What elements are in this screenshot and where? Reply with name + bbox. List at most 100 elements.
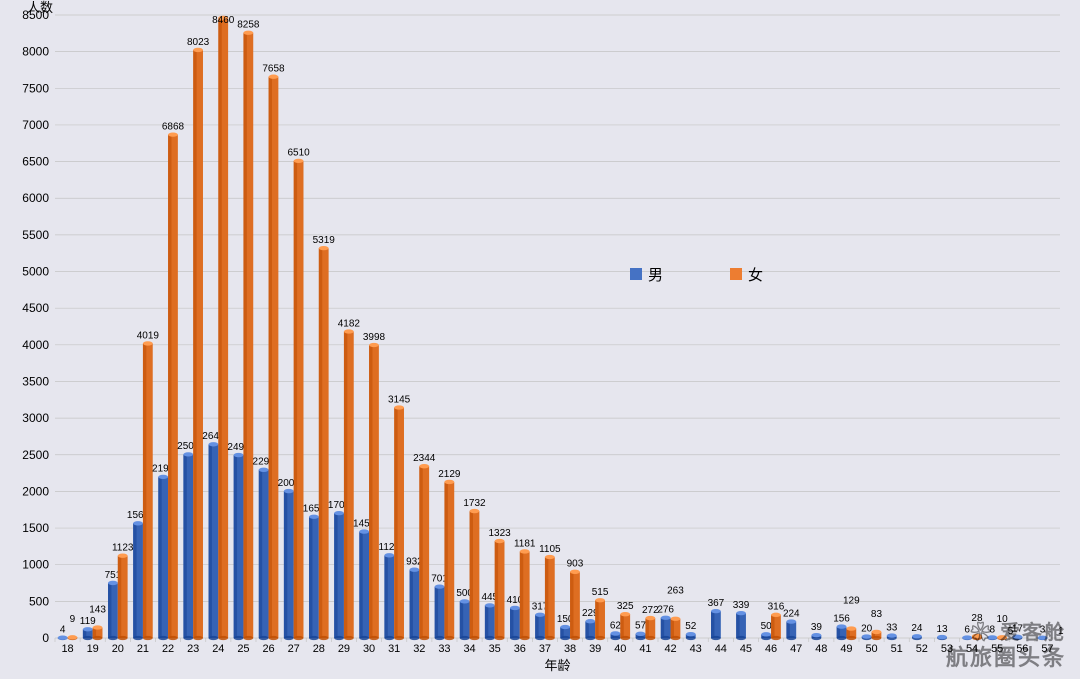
x-tick-label: 43 xyxy=(690,643,702,655)
x-tick-label: 32 xyxy=(413,643,425,655)
x-tick-label: 49 xyxy=(840,643,852,655)
x-tick-label: 45 xyxy=(740,643,752,655)
data-label: 515 xyxy=(592,587,609,598)
data-label: 50 xyxy=(761,621,773,632)
data-label: 6510 xyxy=(287,148,310,159)
data-label: 119 xyxy=(80,616,96,627)
x-tick-label: 56 xyxy=(1016,643,1028,655)
y-tick-label: 5000 xyxy=(22,265,49,279)
legend-swatch xyxy=(630,268,642,280)
data-label: 1105 xyxy=(539,544,561,555)
x-tick-label: 54 xyxy=(966,643,978,655)
x-tick-label: 31 xyxy=(388,643,400,655)
data-label: 33 xyxy=(886,622,898,633)
x-tick-label: 39 xyxy=(589,643,601,655)
y-tick-label: 6500 xyxy=(22,155,49,169)
x-tick-label: 18 xyxy=(61,643,73,655)
data-label: 1123 xyxy=(112,543,134,554)
data-label: 28 xyxy=(971,613,983,624)
data-label-extra: 5 xyxy=(1008,626,1014,637)
x-tick-label: 27 xyxy=(288,643,300,655)
data-label: 20 xyxy=(861,623,873,634)
data-label: 4019 xyxy=(137,330,160,341)
data-label: 3145 xyxy=(388,394,411,405)
y-tick-label: 2500 xyxy=(22,448,49,462)
x-tick-label: 21 xyxy=(137,643,149,655)
data-label: 8460 xyxy=(212,15,235,26)
data-label: 1181 xyxy=(514,538,536,549)
y-tick-label: 500 xyxy=(29,594,49,608)
data-label: 24 xyxy=(911,623,923,634)
x-tick-label: 28 xyxy=(313,643,325,655)
y-tick-label: 5500 xyxy=(22,228,49,242)
data-label: 3 xyxy=(1040,625,1046,636)
data-label: 8023 xyxy=(187,37,210,48)
x-tick-label: 46 xyxy=(765,643,777,655)
data-label: 129 xyxy=(843,595,860,606)
x-tick-label: 51 xyxy=(891,643,903,655)
y-tick-label: 1000 xyxy=(22,558,49,572)
x-tick-label: 41 xyxy=(639,643,651,655)
x-tick-label: 52 xyxy=(916,643,928,655)
data-label: 8258 xyxy=(237,20,260,31)
x-tick-label: 57 xyxy=(1041,643,1053,655)
data-label: 339 xyxy=(733,600,750,611)
data-label: 3998 xyxy=(363,332,386,343)
x-tick-label: 19 xyxy=(87,643,99,655)
data-label: 4 xyxy=(60,625,66,636)
x-tick-label: 44 xyxy=(715,643,727,655)
x-tick-label: 55 xyxy=(991,643,1003,655)
data-label: 263 xyxy=(667,586,684,597)
y-tick-label: 3000 xyxy=(22,411,49,425)
x-tick-label: 29 xyxy=(338,643,350,655)
data-label: 4182 xyxy=(338,318,361,329)
y-tick-label: 6000 xyxy=(22,191,49,205)
legend-label: 女 xyxy=(748,266,763,284)
data-label: 39 xyxy=(811,622,823,633)
x-tick-label: 53 xyxy=(941,643,953,655)
data-label: 903 xyxy=(567,559,584,570)
y-tick-label: 4500 xyxy=(22,301,49,315)
x-tick-label: 38 xyxy=(564,643,576,655)
data-label: 1732 xyxy=(463,498,486,509)
x-tick-label: 42 xyxy=(664,643,676,655)
legend-swatch xyxy=(730,268,742,280)
data-label: 143 xyxy=(89,604,106,615)
x-tick-label: 34 xyxy=(463,643,475,655)
data-label: 2344 xyxy=(413,453,436,464)
data-label: 7658 xyxy=(262,64,285,75)
chart-container: 0500100015002000250030003500400045005000… xyxy=(0,0,1080,679)
y-tick-label: 0 xyxy=(42,631,49,645)
y-tick-label: 8000 xyxy=(22,45,49,59)
data-label-extra: 1 xyxy=(1058,626,1064,637)
x-tick-label: 33 xyxy=(438,643,450,655)
data-label: 1323 xyxy=(488,528,511,539)
data-label: 83 xyxy=(871,609,883,620)
x-tick-label: 37 xyxy=(539,643,551,655)
data-label: 276 xyxy=(657,605,674,616)
legend-label: 男 xyxy=(648,267,663,284)
x-tick-label: 36 xyxy=(514,643,526,655)
data-label: 8 xyxy=(990,624,996,635)
x-tick-label: 26 xyxy=(262,643,274,655)
y-tick-label: 2000 xyxy=(22,484,49,498)
data-label: 9 xyxy=(70,614,76,625)
data-label: 6 xyxy=(964,624,970,635)
grouped-bar-chart: 0500100015002000250030003500400045005000… xyxy=(0,0,1080,679)
x-tick-label: 40 xyxy=(614,643,626,655)
data-label: 156 xyxy=(833,613,850,624)
data-label: 52 xyxy=(685,621,697,632)
x-axis-title: 年龄 xyxy=(544,658,570,673)
x-tick-label: 25 xyxy=(237,643,249,655)
y-tick-label: 1500 xyxy=(22,521,49,535)
data-label: 6868 xyxy=(162,121,185,132)
y-tick-label: 7000 xyxy=(22,118,49,132)
x-tick-label: 35 xyxy=(489,643,501,655)
data-label: 5319 xyxy=(313,235,336,246)
x-tick-label: 23 xyxy=(187,643,199,655)
data-label: 17 xyxy=(1012,624,1024,635)
data-label: 325 xyxy=(617,601,634,612)
y-axis-title: 人数 xyxy=(27,0,53,15)
x-tick-label: 30 xyxy=(363,643,375,655)
x-tick-label: 22 xyxy=(162,643,174,655)
